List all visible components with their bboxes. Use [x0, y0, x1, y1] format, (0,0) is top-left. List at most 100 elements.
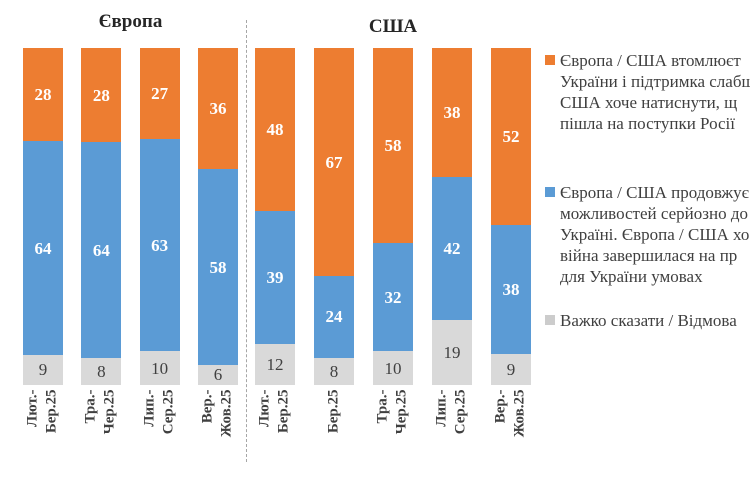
segment-value-label: 9	[38, 360, 48, 380]
x-axis-label-cell: Тра.- Чер.25	[373, 390, 413, 487]
segment-value-label: 19	[443, 343, 461, 363]
bar-segment-continue-support: 64	[81, 142, 122, 359]
segment-value-label: 10	[151, 358, 169, 378]
x-axis-tick-label-line: Лют.-	[24, 389, 41, 427]
bar-column: 48 39 12 Лют.- Бер.25	[255, 48, 295, 487]
segment-value-label: 38	[443, 103, 461, 123]
x-axis-tick-label-line: Чер.25	[101, 389, 118, 435]
legend-item-text: Європа / США продовжує можливостей серйоз…	[560, 182, 749, 287]
x-axis-tick-label: Тра.- Чер.25	[80, 390, 122, 485]
x-axis-tick-label-line: Сер.25	[160, 389, 177, 435]
bar-segment-continue-support: 63	[139, 138, 180, 352]
segment-value-label: 58	[209, 257, 227, 277]
segment-value-label: 28	[34, 85, 52, 105]
stacked-bar: 28 64 8	[81, 48, 122, 385]
bar-group-europe: 28 64 9 Лют.- Бер.25 28 64 8 Тра.- Чер.25 27 63 10 Ли…	[23, 48, 238, 487]
segment-value-label: 8	[97, 362, 106, 381]
x-axis-tick-label: Лют.- Бер.25	[22, 390, 64, 485]
bar-segment-hard-to-say: 8	[81, 358, 122, 385]
segment-value-label: 8	[329, 361, 339, 381]
bar-segment-hard-to-say: 9	[23, 354, 63, 385]
x-axis-tick-label: Бер.25	[313, 390, 355, 485]
bar-segment-tired-of-war: 38	[432, 48, 472, 178]
segment-value-label: 9	[506, 360, 516, 380]
bar-segment-hard-to-say: 9	[491, 354, 531, 385]
x-axis-tick-label-line: Бер.25	[275, 389, 292, 434]
bar-segment-hard-to-say: 6	[197, 364, 238, 385]
legend-item-text: Важко сказати / Відмова	[560, 310, 737, 331]
x-axis-label-cell: Бер.25	[314, 390, 354, 487]
bar-segment-tired-of-war: 36	[197, 48, 238, 170]
segment-value-label: 38	[502, 280, 520, 300]
x-axis-tick-label: Лют.- Бер.25	[254, 390, 296, 485]
bar-segment-hard-to-say: 10	[139, 351, 180, 385]
segment-value-label: 52	[502, 127, 520, 146]
bar-segment-tired-of-war: 58	[373, 48, 413, 244]
legend-item-hard_to_say: Важко сказати / Відмова	[545, 310, 750, 331]
legend-swatch-icon	[545, 187, 555, 197]
bar-segment-continue-support: 32	[373, 243, 413, 352]
bar-column: 58 32 10 Тра.- Чер.25	[373, 48, 413, 487]
x-axis-tick-label-line: Тра.-	[374, 389, 391, 424]
x-axis-tick-label: Тра.- Чер.25	[372, 390, 414, 485]
x-axis-tick-label: Вер.- Жов.25	[490, 390, 532, 485]
bar-segment-continue-support: 24	[314, 276, 354, 358]
bar-column: 67 24 8 Бер.25	[314, 48, 354, 487]
legend-item-text: Європа / США втомлюєт України і підтримка…	[560, 50, 750, 134]
segment-value-label: 28	[92, 85, 110, 105]
legend-swatch-icon	[545, 55, 555, 65]
bar-column: 27 63 10 Лип.- Сер.25	[138, 48, 180, 487]
x-axis-tick-label-line: Лип.-	[433, 389, 450, 427]
x-axis-tick-label-line: Бер.25	[325, 389, 341, 434]
segment-value-label: 10	[384, 358, 402, 378]
x-axis-label-cell: Вер.- Жов.25	[491, 390, 531, 487]
x-axis-label-cell: Лют.- Бер.25	[23, 390, 63, 487]
bar-segment-tired-of-war: 48	[255, 48, 295, 212]
bar-segment-hard-to-say: 12	[255, 344, 295, 385]
x-axis-tick-label-line: Вер.-	[492, 389, 509, 424]
bar-segment-tired-of-war: 52	[491, 48, 531, 225]
bar-segment-hard-to-say: 19	[432, 320, 472, 385]
x-axis-label-cell: Вер.- Жов.25	[198, 390, 238, 487]
bar-column: 28 64 9 Лют.- Бер.25	[23, 48, 63, 487]
bar-column: 28 64 8 Тра.- Чер.25	[81, 48, 122, 487]
x-axis-tick-label-line: Лип.-	[141, 389, 158, 427]
x-axis-label-cell: Лип.- Сер.25	[432, 390, 472, 487]
bar-group-usa: 48 39 12 Лют.- Бер.25 67 24 8 Бер.25 58 32 10 Тра.- Ч…	[255, 48, 531, 487]
stacked-bar: 36 58 6	[197, 48, 238, 385]
legend-text-line: Європа / США втомлюєт	[560, 51, 741, 70]
legend-text-line: США хоче натиснути, щ	[560, 93, 738, 112]
bar-segment-tired-of-war: 27	[139, 48, 180, 139]
bar-segment-tired-of-war: 28	[81, 48, 122, 143]
bar-column: 38 42 19 Лип.- Сер.25	[432, 48, 472, 487]
group-title-usa: США	[368, 16, 418, 37]
segment-value-label: 6	[213, 365, 223, 385]
segment-value-label: 12	[266, 355, 284, 375]
segment-value-label: 63	[151, 235, 169, 255]
x-axis-tick-label: Лип.- Сер.25	[431, 390, 473, 485]
legend-item-tired_of_war: Європа / США втомлюєт України і підтримка…	[545, 50, 750, 134]
stacked-bar: 52 38 9	[491, 48, 531, 385]
stacked-bar: 27 63 10	[139, 48, 180, 385]
group-title-europe: Європа	[98, 11, 163, 32]
legend-text-line: війна завершилася на пр	[560, 246, 738, 265]
segment-value-label: 24	[325, 307, 343, 327]
x-axis-tick-label: Лип.- Сер.25	[138, 390, 180, 485]
segment-value-label: 27	[151, 83, 169, 103]
bar-column: 52 38 9 Вер.- Жов.25	[491, 48, 531, 487]
x-axis-tick-label: Вер.- Жов.25	[196, 390, 238, 485]
bar-segment-hard-to-say: 8	[314, 357, 354, 385]
segment-value-label: 58	[384, 136, 402, 156]
legend-text-line: можливостей серйозно до	[560, 204, 748, 223]
bar-segment-continue-support: 58	[197, 169, 238, 365]
legend-item-continue_support: Європа / США продовжує можливостей серйоз…	[545, 182, 750, 287]
x-axis-tick-label-line: Тра.-	[82, 389, 99, 424]
segment-value-label: 42	[443, 239, 461, 259]
bar-segment-tired-of-war: 67	[314, 48, 354, 277]
stacked-bar: 58 32 10	[373, 48, 413, 385]
stacked-bar: 67 24 8	[314, 48, 354, 385]
group-divider-dashed-line	[246, 20, 247, 462]
legend: Європа / США втомлюєт України і підтримка…	[545, 50, 750, 331]
x-axis-label-cell: Тра.- Чер.25	[81, 390, 121, 487]
